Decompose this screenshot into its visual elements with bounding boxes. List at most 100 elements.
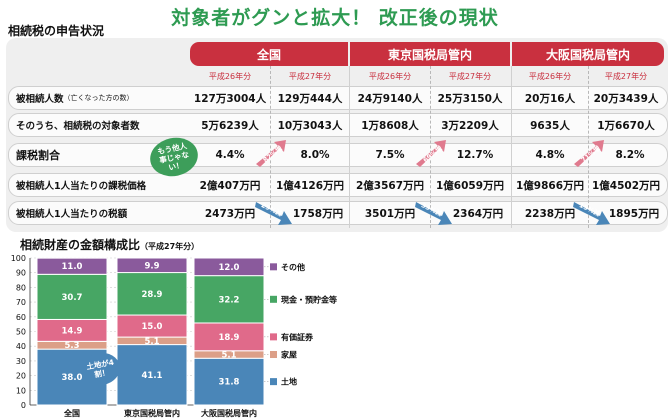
row-label: そのうち、相続税の対象者数	[16, 121, 140, 132]
table-cell: 3万2209人	[441, 119, 499, 132]
y-tick-label: 20	[16, 372, 26, 381]
y-tick-label: 30	[16, 357, 26, 366]
table-cell: 4.4%	[215, 149, 245, 161]
table-cell: 2億3567万円	[355, 179, 425, 192]
decrease-arrow-icon: 29%減	[255, 200, 292, 225]
year-label: 平成27年分	[448, 71, 492, 81]
row-label: 被相続人1人当たりの課税価格	[16, 181, 147, 192]
year-label: 平成27年分	[288, 71, 332, 81]
category-label: 全国	[63, 408, 80, 418]
table-cell: 1758万円	[292, 207, 344, 220]
table-cell: 25万3150人	[437, 92, 503, 105]
data-label: 12.0	[219, 263, 240, 273]
legend-label: 有価証券	[281, 332, 314, 342]
y-tick-label: 50	[16, 328, 26, 337]
bar-segment	[193, 275, 265, 324]
legend-label: 現金・預貯金等	[281, 294, 337, 304]
data-label: 14.9	[62, 326, 83, 336]
legend-label: 家屋	[281, 350, 297, 360]
region-header-national: 全国	[190, 42, 348, 66]
data-label: 5.1	[221, 351, 236, 361]
row-label: 被相続人1人当たりの税額	[16, 209, 128, 220]
data-label: 38.0	[62, 373, 83, 383]
legend-swatch	[270, 333, 277, 341]
category-label: 大阪国税局管内	[201, 408, 257, 418]
y-tick-label: 10	[16, 386, 26, 395]
table-cell: 12.7%	[456, 149, 494, 161]
data-label: 5.1	[144, 337, 159, 347]
table-cell: 2364万円	[452, 207, 504, 220]
data-label: 32.2	[219, 295, 240, 305]
table-title: 相続税の申告状況	[8, 24, 105, 38]
legend-label: その他	[281, 262, 305, 272]
data-label: 9.9	[144, 261, 159, 271]
table-cell: 9635人	[530, 119, 570, 132]
chart-title: 相続財産の金額構成比（平成27年分）	[20, 238, 200, 252]
table-row	[8, 113, 668, 137]
table-cell: 4.8%	[535, 149, 565, 161]
legend-swatch	[270, 378, 277, 386]
row-label: 課税割合	[16, 149, 60, 162]
increase-arrow-icon: 69%増	[416, 140, 446, 167]
table-row	[8, 173, 668, 197]
year-label: 平成26年分	[368, 71, 412, 81]
data-label: 11.0	[62, 262, 83, 272]
table-cell: 20万3439人	[593, 92, 659, 105]
y-tick-label: 100	[11, 254, 26, 263]
bar-segment	[193, 322, 265, 352]
legend-swatch	[270, 263, 277, 271]
table-cell: 10万3043人	[277, 119, 343, 132]
region-header-osaka: 大阪国税局管内	[512, 42, 664, 66]
data-label: 30.7	[62, 293, 83, 303]
legend-label: 土地	[281, 377, 297, 387]
headline: 対象者がグンと拡大！ 改正後の現状	[171, 7, 499, 29]
table-cell: 129万444人	[277, 92, 343, 105]
table-cell: 2億407万円	[199, 179, 261, 192]
table-cell: 1895万円	[608, 207, 660, 220]
category-label: 東京国税局管内	[124, 408, 180, 418]
legend-swatch	[270, 295, 277, 303]
year-label: 平成27年分	[604, 71, 648, 81]
table-cell: 1億6059万円	[435, 179, 505, 192]
table-row	[8, 86, 668, 110]
data-label: 28.9	[142, 290, 163, 300]
data-label: 18.9	[219, 333, 240, 343]
year-label: 平成26年分	[208, 71, 252, 81]
divider	[430, 66, 431, 228]
data-label: 5.3	[64, 341, 79, 351]
table-row	[8, 143, 668, 167]
data-label: 41.1	[142, 371, 163, 381]
table-cell: 20万16人	[524, 92, 576, 105]
legend-swatch	[270, 351, 277, 359]
stacked-bar-chart: 0 10 20 30 40 50 60 70 80 90 100 38.0 5.3 14.9 30.7 11.…	[11, 254, 337, 418]
divider	[511, 66, 512, 228]
divider	[270, 66, 271, 228]
table-row	[8, 201, 668, 225]
y-tick-label: 80	[16, 283, 26, 292]
table-cell: 1億4126万円	[275, 179, 345, 192]
increase-arrow-icon: 82%増	[256, 140, 286, 167]
divider	[349, 66, 350, 228]
row-label: 被相続人数 （亡くなった方の数）	[16, 94, 134, 105]
bar-segment	[116, 272, 188, 316]
increase-arrow-icon: 71%増	[574, 140, 604, 167]
y-tick-label: 70	[16, 298, 26, 307]
table-cell: 1億4502万円	[591, 179, 661, 192]
bar-segment	[116, 257, 188, 274]
table-cell: 24万9140人	[357, 92, 423, 105]
table-cell: 2473万円	[204, 207, 256, 220]
table-cell: 1万8608人	[361, 119, 419, 132]
region-header-tokyo: 東京国税局管内	[350, 42, 510, 66]
data-label: 31.8	[219, 378, 240, 388]
table-cell: 1万6670人	[597, 119, 655, 132]
data-label: 15.0	[142, 322, 163, 332]
table-cell: 2238万円	[524, 207, 576, 220]
y-tick-label: 0	[21, 401, 26, 410]
decrease-arrow-icon: 33%減	[415, 200, 452, 225]
decrease-arrow-icon: 15%減	[573, 200, 610, 225]
y-tick-label: 60	[16, 313, 26, 322]
divider	[588, 66, 589, 228]
table-cell: 8.2%	[615, 149, 645, 161]
table-cell: 5万6239人	[201, 119, 259, 132]
table-cell: 7.5%	[375, 149, 405, 161]
